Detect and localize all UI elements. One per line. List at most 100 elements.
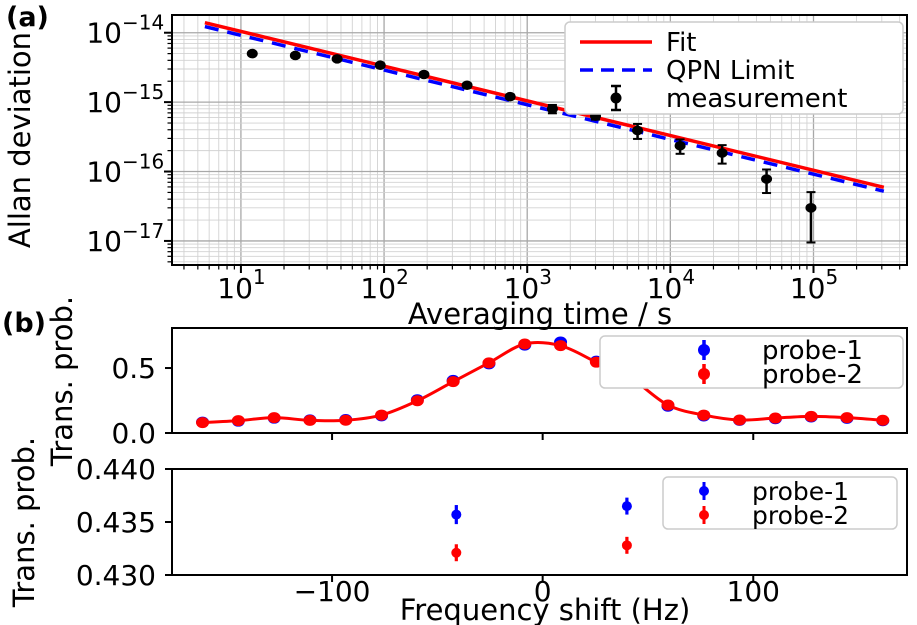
measurement-point [418, 69, 430, 80]
panel-b-bottom-ylabel: Trans. prob. [7, 437, 41, 608]
y-tick-label: 0.0 [111, 417, 156, 450]
probe2-point [768, 412, 782, 424]
y-tick-label: 10 [86, 225, 122, 258]
probe2-point [375, 409, 389, 421]
probe2-point [554, 340, 568, 352]
probe2-point [231, 415, 245, 427]
panel-b-top-tick-labels: 0.0 0.5 [111, 352, 156, 450]
panel-b-bottom-legend: probe-1 probe-2 [662, 476, 898, 530]
legend-label-probe2-2: probe-2 [752, 501, 849, 530]
y-tick-label-exponent: −15 [122, 80, 164, 104]
probe2-point [451, 547, 462, 558]
probe1-point [451, 509, 462, 520]
probe2-point [267, 412, 281, 424]
panel-b-xlabel: Frequency shift (Hz) [400, 593, 691, 625]
x-tick-label: 10 [504, 272, 540, 305]
measurement-point [246, 48, 258, 59]
measurement-point [504, 91, 516, 102]
probe2-point [196, 417, 210, 429]
probe2-point [303, 414, 317, 426]
measurement-point [761, 174, 773, 184]
x-tick-label-exponent: 4 [682, 265, 695, 289]
panel-b-top-legend-box [599, 335, 904, 389]
x-tick-label-exponent: 3 [539, 265, 552, 289]
x-tick-label-exponent: 5 [825, 265, 838, 289]
x-tick-label: 10 [647, 272, 683, 305]
x-tick-label: 100 [727, 575, 780, 608]
probe2-point [733, 414, 747, 426]
measurement-point [716, 148, 728, 158]
measurement-point [674, 140, 686, 151]
panel-b-bottom-tick-labels: −100 0 100 0.430 0.435 0.440 [76, 453, 780, 608]
panel-b-top-ylabel: Trans. prob. [45, 296, 79, 467]
y-tick-label-exponent: −14 [122, 11, 164, 35]
y-tick-label-exponent: −16 [122, 150, 164, 174]
fit-line [204, 20, 885, 189]
measurement-point [632, 125, 644, 136]
x-tick-label: 10 [217, 272, 253, 305]
x-tick-label: 10 [790, 272, 826, 305]
probe2-point [661, 399, 675, 411]
legend-probe2-marker-sample-2 [699, 506, 709, 524]
probe2-point [804, 410, 818, 422]
legend-label-fit: Fit [666, 28, 696, 58]
y-tick-label-exponent: −17 [122, 219, 164, 243]
legend-probe1-marker-sample-2 [699, 482, 709, 500]
panel-a-data [204, 20, 885, 244]
y-tick-label: 0.5 [111, 352, 156, 385]
probe2-point [621, 540, 632, 551]
panel-a-tag: (a) [6, 2, 49, 33]
probe2-point [339, 414, 353, 426]
measurement-point [374, 60, 386, 71]
panel-b-top-axes-box [171, 327, 908, 434]
x-tick-label: 0 [534, 575, 552, 608]
y-tick-label: 0.430 [76, 559, 156, 592]
probe2-point [840, 412, 854, 424]
probe1-point [621, 501, 632, 512]
panel-b-bottom-data [451, 497, 632, 562]
panel-b-bottom-legend-box [662, 476, 898, 530]
legend-probe2-marker-sample [698, 364, 710, 384]
probe2-point [518, 338, 532, 350]
x-tick-label-exponent: 2 [396, 265, 409, 289]
panel-a-legend: Fit QPN Limit measurement [564, 21, 904, 115]
panel-a-ticks [164, 31, 901, 273]
measurement-point [461, 80, 473, 91]
measurement-point [546, 104, 558, 114]
y-tick-label: 0.440 [76, 453, 156, 486]
probe2-point [410, 395, 424, 407]
probe2-point [446, 376, 460, 388]
qpn-limit-line [204, 24, 885, 193]
legend-label-probe1: probe-1 [762, 336, 863, 366]
y-tick-label: 0.435 [76, 506, 156, 539]
panel-a-ylabel: Allan deviation [3, 32, 37, 248]
probe2-point [482, 357, 496, 369]
x-tick-label-exponent: 1 [253, 265, 266, 289]
y-tick-label: 10 [86, 86, 122, 119]
panel-b-bottom-ticks [165, 468, 755, 582]
panel-b-tag: (b) [2, 308, 46, 339]
panel-a-legend-box [564, 21, 904, 115]
measurement-point [805, 203, 817, 213]
legend-label-qpn: QPN Limit [666, 56, 794, 86]
panel-b-top-ticks [165, 367, 755, 440]
y-tick-label: 10 [86, 17, 122, 50]
measurement-point [331, 54, 343, 64]
panel-b-top-legend: probe-1 probe-2 [599, 335, 904, 390]
probe2-point [876, 414, 890, 426]
legend-measurement-marker-sample [610, 84, 622, 112]
panel-a-axes-box [171, 14, 908, 266]
legend-label-probe1-2: probe-1 [752, 477, 849, 506]
legend-label-probe2: probe-2 [762, 360, 863, 390]
x-tick-label: 10 [360, 272, 396, 305]
probe2-point [697, 409, 711, 421]
legend-label-measurement: measurement [666, 84, 847, 114]
legend-probe1-marker-sample [698, 340, 710, 360]
y-tick-label: 10 [86, 156, 122, 189]
measurement-point [289, 50, 301, 61]
panel-a-xlabel: Averaging time / s [408, 297, 672, 331]
x-tick-label: −100 [294, 575, 371, 608]
